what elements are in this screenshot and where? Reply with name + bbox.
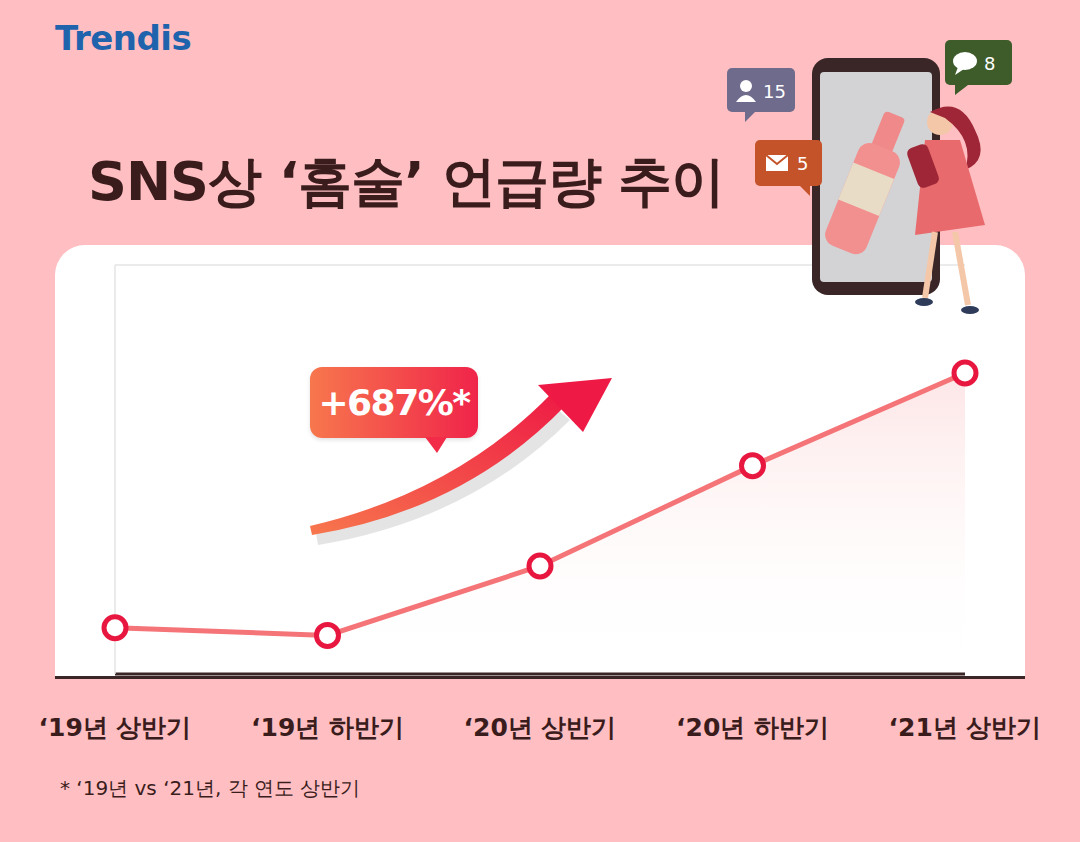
svg-text:5: 5 (797, 153, 808, 174)
svg-text:‘20년 하반기: ‘20년 하반기 (676, 713, 829, 742)
html-text:+687%*: +687%* (318, 382, 470, 423)
html-text:Trendis: Trendis (55, 18, 192, 58)
svg-text:8: 8 (984, 53, 995, 74)
svg-text:15: 15 (763, 81, 786, 102)
html-text:SNS상 ‘홈술’ 언급량 추이: SNS상 ‘홈술’ 언급량 추이 (88, 150, 725, 213)
svg-text:‘19년 하반기: ‘19년 하반기 (251, 713, 404, 742)
svg-text:‘19년 상반기: ‘19년 상반기 (39, 713, 192, 742)
html-text:* ‘19년 vs ‘21년, 각 연도 상반기: * ‘19년 vs ‘21년, 각 연도 상반기 (60, 776, 361, 800)
svg-text:‘20년 상반기: ‘20년 상반기 (464, 713, 617, 742)
svg-text:‘21년 상반기: ‘21년 상반기 (889, 713, 1042, 742)
